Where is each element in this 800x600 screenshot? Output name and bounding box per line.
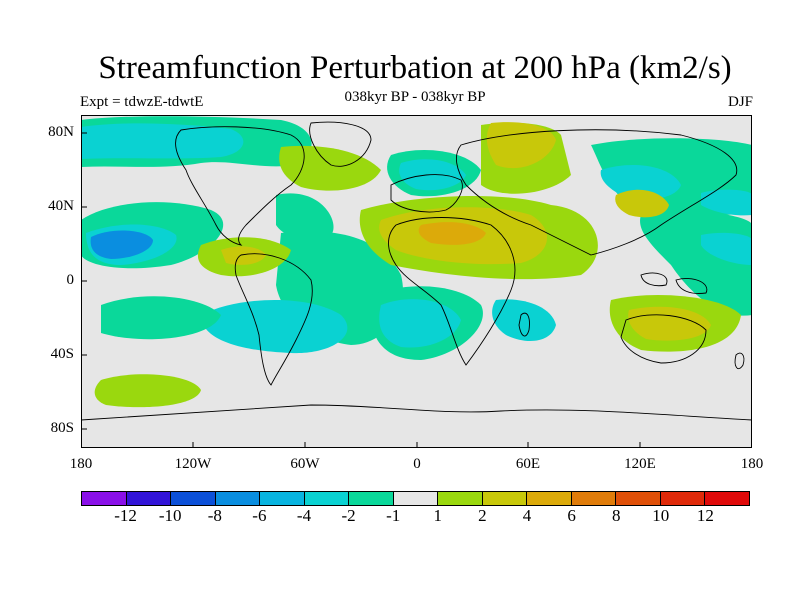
colorbar-swatch (260, 492, 305, 505)
colorbar-label: -4 (296, 506, 312, 525)
lon-tick-label: 120E (624, 456, 656, 472)
colorbar-label: 4 (522, 506, 532, 525)
axis-ticks (81, 132, 641, 448)
colorbar-swatch (705, 492, 749, 505)
colorbar-swatch (82, 492, 127, 505)
colorbar-label: 1 (433, 506, 443, 525)
colorbar-swatch (304, 492, 350, 505)
colorbar-swatch (660, 492, 706, 505)
experiment-label: Expt = tdwzE-tdwtE (80, 94, 204, 110)
colorbar-label: 2 (478, 506, 487, 525)
colorbar-label: -10 (158, 506, 182, 525)
colorbar-swatch (171, 492, 216, 505)
lat-tick-label: 40S (50, 346, 74, 362)
map-subtitle: 038kyr BP - 038kyr BP (344, 89, 486, 105)
lon-tick-label: 60E (515, 456, 541, 472)
lon-tick-label: 180 (69, 456, 93, 472)
negative-anomaly-regions (81, 116, 752, 360)
colorbar-swatch (482, 492, 528, 505)
lat-tick-label: 80S (50, 420, 74, 436)
lon-tick-label: 120W (174, 456, 212, 472)
colorbar-swatch (527, 492, 572, 505)
colorbar-label: -1 (386, 506, 401, 525)
colorbar-label: -8 (207, 506, 222, 525)
lon-tick-label: 60W (290, 456, 320, 472)
colorbar-swatch (126, 492, 172, 505)
lat-tick-label: 0 (66, 272, 75, 288)
colorbar-label: 10 (652, 506, 670, 525)
colorbar-swatch (393, 492, 439, 505)
lat-tick-label: 80N (48, 124, 74, 140)
colorbar-label: 12 (696, 506, 714, 525)
colorbar (81, 491, 750, 506)
colorbar-swatch (571, 492, 617, 505)
colorbar-swatch (215, 492, 261, 505)
colorbar-swatch (349, 492, 394, 505)
positive-anomaly-regions (94, 122, 741, 408)
season-label: DJF (727, 94, 753, 110)
colorbar-swatch (438, 492, 483, 505)
lon-tick-label: 180 (740, 456, 764, 472)
colorbar-label: -2 (341, 506, 356, 525)
map-plot (81, 115, 752, 448)
colorbar-label: 8 (611, 506, 621, 525)
lon-tick-label: 0 (413, 456, 421, 472)
colorbar-label: 6 (567, 506, 576, 525)
colorbar-label: -12 (114, 506, 137, 525)
map-title: Streamfunction Perturbation at 200 hPa (… (98, 50, 732, 86)
colorbar-swatch (616, 492, 661, 505)
colorbar-label: -6 (252, 506, 267, 525)
coastlines (81, 121, 752, 421)
lat-tick-label: 40N (48, 198, 74, 214)
